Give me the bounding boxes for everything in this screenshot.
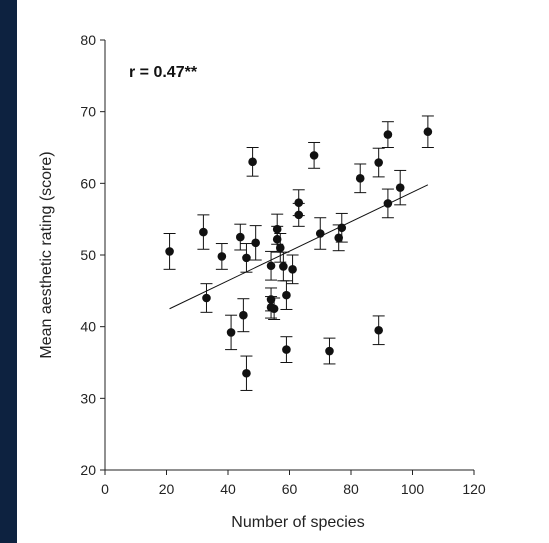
data-marker [282, 345, 291, 354]
data-point [240, 355, 253, 391]
data-point [265, 250, 278, 281]
data-marker [383, 130, 393, 139]
data-point [394, 169, 407, 206]
data-point [292, 202, 305, 227]
y-tick-label: 60 [80, 175, 96, 191]
x-tick-label: 80 [343, 481, 359, 497]
x-tick-label: 0 [101, 481, 109, 497]
data-marker [309, 151, 319, 160]
data-point [200, 283, 213, 313]
data-marker [383, 199, 393, 208]
data-point [381, 121, 394, 148]
data-marker [282, 290, 291, 300]
x-tick-label: 40 [220, 481, 236, 497]
data-marker [355, 174, 365, 183]
data-point [274, 233, 287, 263]
data-marker [217, 252, 227, 261]
data-point [314, 217, 327, 250]
data-marker [269, 304, 279, 314]
y-tick-label: 50 [80, 247, 96, 263]
data-marker [266, 261, 276, 271]
data-point [237, 298, 250, 333]
data-point [215, 243, 228, 270]
data-point [280, 280, 293, 310]
data-point [271, 213, 284, 245]
y-tick-label: 70 [80, 104, 96, 120]
data-marker [374, 158, 383, 167]
data-point [323, 337, 336, 365]
data-point [280, 336, 293, 363]
data-marker [165, 247, 174, 256]
data-marker [395, 183, 405, 192]
data-marker [279, 262, 288, 271]
data-marker [334, 233, 344, 243]
data-point [335, 212, 348, 243]
data-points [163, 115, 434, 391]
x-tick-label: 120 [462, 481, 486, 497]
data-point [234, 223, 247, 251]
data-marker [315, 229, 325, 238]
x-tick-label: 20 [159, 481, 175, 497]
data-marker [275, 243, 285, 253]
x-tick-label: 60 [282, 481, 298, 497]
x-axis-title: Number of species [231, 514, 364, 531]
data-marker [337, 223, 347, 233]
data-point [286, 254, 299, 285]
data-marker [294, 210, 304, 220]
data-marker [242, 368, 251, 378]
data-marker [199, 227, 208, 237]
data-point [354, 163, 367, 194]
data-point [421, 115, 434, 148]
data-point [197, 214, 210, 250]
data-marker [423, 127, 433, 137]
data-point [246, 147, 259, 177]
data-point [372, 147, 385, 178]
y-tick-label: 20 [80, 462, 96, 478]
x-tick-label: 100 [401, 481, 425, 497]
data-marker [288, 265, 297, 274]
data-point [163, 233, 176, 270]
data-point [268, 297, 281, 320]
data-marker [242, 253, 251, 263]
data-point [240, 243, 253, 273]
data-point [308, 141, 321, 169]
y-tick-label: 40 [80, 319, 96, 335]
y-tick-label: 30 [80, 390, 96, 406]
data-marker [325, 346, 334, 356]
data-marker [239, 310, 248, 320]
correlation-annotation: r = 0.47** [129, 64, 198, 81]
data-marker [226, 328, 236, 337]
data-point [249, 225, 262, 261]
data-marker [202, 293, 211, 303]
data-point [381, 188, 394, 219]
data-marker [248, 157, 257, 167]
axes: 20 30 40 50 60 70 80 0 20 40 60 80 100 120 [80, 32, 485, 497]
data-point [372, 315, 385, 346]
data-marker [251, 238, 260, 248]
data-point [225, 314, 238, 351]
y-axis-title: Mean aesthetic rating (score) [38, 151, 55, 358]
data-marker [272, 224, 282, 234]
data-marker [374, 325, 383, 335]
data-marker [294, 198, 304, 207]
data-point [277, 251, 290, 282]
chart-panel: r = 0.47** Number of species Mean aesthe… [17, 0, 549, 543]
y-tick-label: 80 [80, 32, 96, 48]
scatter-chart: r = 0.47** Number of species Mean aesthe… [38, 32, 486, 531]
data-marker [236, 232, 245, 242]
